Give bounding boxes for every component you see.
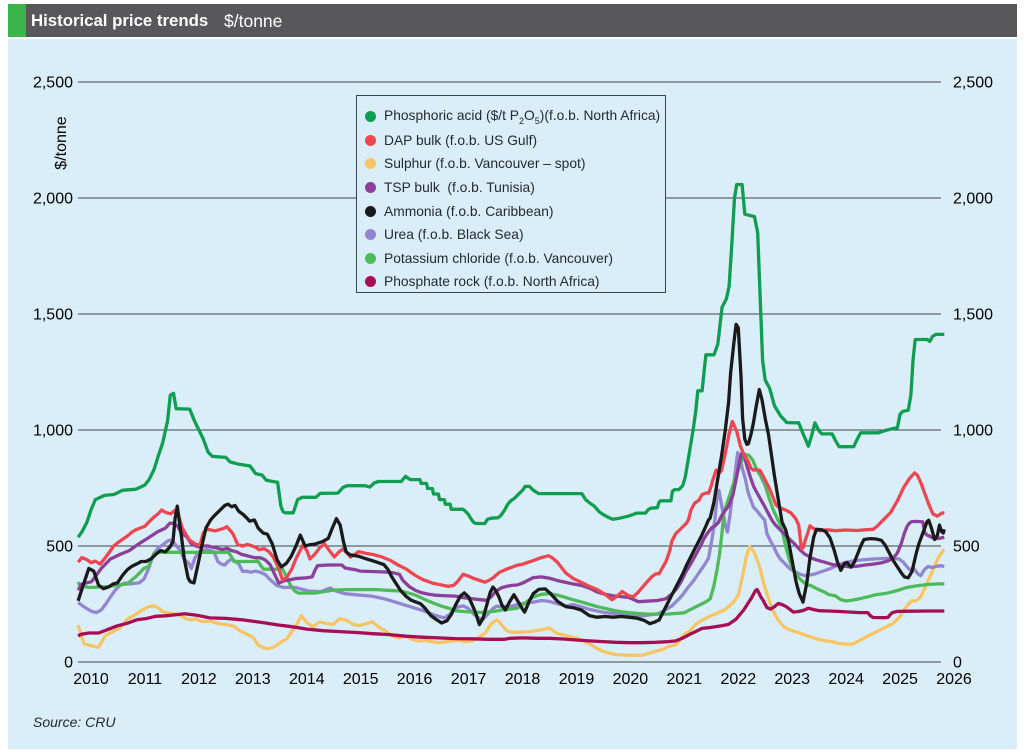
svg-text:2010: 2010	[73, 671, 109, 688]
svg-text:2013: 2013	[235, 671, 271, 688]
svg-text:0: 0	[64, 655, 73, 672]
svg-text:2017: 2017	[451, 671, 487, 688]
svg-text:2,500: 2,500	[953, 75, 993, 92]
svg-text:500: 500	[953, 539, 980, 556]
svg-text:2021: 2021	[667, 671, 703, 688]
svg-text:1,000: 1,000	[953, 423, 993, 440]
svg-text:2019: 2019	[559, 671, 595, 688]
svg-text:2024: 2024	[828, 671, 864, 688]
svg-text:2025: 2025	[882, 671, 918, 688]
svg-text:2023: 2023	[774, 671, 810, 688]
svg-text:2018: 2018	[505, 671, 541, 688]
svg-text:2016: 2016	[397, 671, 433, 688]
svg-text:1,500: 1,500	[33, 307, 73, 324]
svg-text:0: 0	[953, 655, 962, 672]
svg-text:2022: 2022	[721, 671, 757, 688]
svg-text:2,000: 2,000	[33, 191, 73, 208]
svg-text:500: 500	[46, 539, 73, 556]
svg-text:1,500: 1,500	[953, 307, 993, 324]
svg-text:2014: 2014	[289, 671, 325, 688]
svg-text:2,000: 2,000	[953, 191, 993, 208]
svg-text:2015: 2015	[343, 671, 379, 688]
svg-text:2020: 2020	[613, 671, 649, 688]
svg-text:2011: 2011	[128, 671, 163, 688]
svg-text:$/tonne: $/tonne	[53, 116, 70, 169]
svg-text:2026: 2026	[936, 671, 972, 688]
svg-text:2012: 2012	[181, 671, 217, 688]
svg-text:2,500: 2,500	[33, 75, 73, 92]
svg-text:1,000: 1,000	[33, 423, 73, 440]
